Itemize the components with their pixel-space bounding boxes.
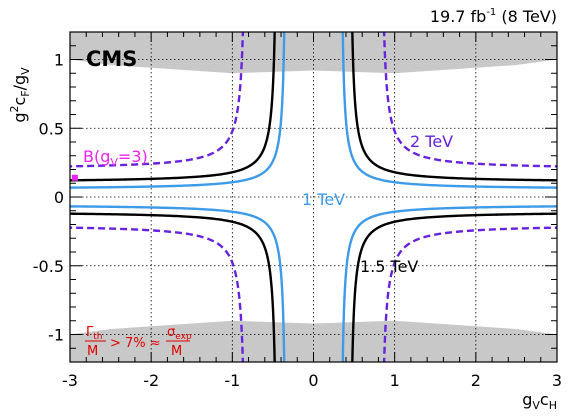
- x-tick-label: -3: [62, 371, 78, 390]
- benchmark-label-end: =3): [118, 147, 148, 166]
- x-tick-label: 2: [471, 371, 481, 390]
- ylabel-slash: /g: [10, 75, 29, 91]
- contour-1-5-tev: [351, 32, 557, 182]
- x-tick-label: 0: [308, 371, 318, 390]
- anno-gamma-sub: th: [93, 332, 102, 342]
- ylabel-g: g: [10, 113, 29, 123]
- anno-relation: > 7% ≈: [110, 336, 161, 351]
- label-2tev: 2 TeV: [410, 132, 453, 151]
- ylabel-sup: 2: [8, 106, 21, 113]
- contour-2-tev: [382, 32, 557, 168]
- y-tick-labels: -1 -0.5 0 0.5 1: [33, 51, 64, 345]
- ylabel-sub2: V: [19, 67, 32, 75]
- ylabel-sub1: F: [19, 90, 32, 96]
- ylabel-c: c: [10, 97, 29, 106]
- benchmark-label-main: B(g: [83, 147, 110, 166]
- benchmark-label-sub: V: [110, 156, 118, 169]
- x-tick-label: 3: [552, 371, 562, 390]
- label-1p5tev: 1.5 TeV: [360, 257, 418, 276]
- xlabel-g: g: [522, 390, 532, 409]
- y-tick-label: -0.5: [33, 257, 64, 276]
- anno-den2: M: [171, 344, 182, 359]
- y-axis-title: g2cF/gV: [8, 67, 32, 123]
- contour-1-5-tev: [70, 212, 276, 362]
- contour-2-tev: [70, 32, 245, 168]
- anno-gamma: Γ: [86, 325, 94, 340]
- xlabel-c: c: [540, 390, 549, 409]
- y-tick-label: -1: [48, 326, 64, 345]
- x-tick-label: 1: [390, 371, 400, 390]
- benchmark-label: B(gV=3): [83, 147, 148, 169]
- anno-sigma: σ: [167, 325, 175, 340]
- contour-1-5-tev: [351, 212, 557, 362]
- lumi-energy: (8 TeV): [496, 7, 557, 26]
- x-tick-label: -2: [143, 371, 159, 390]
- benchmark-marker: [71, 174, 78, 181]
- x-axis-title: gVcH: [522, 390, 557, 412]
- contour-2-tev: [382, 226, 557, 362]
- contour-2-tev: [70, 226, 245, 362]
- anno-den1: M: [87, 344, 98, 359]
- contour-1-tev: [341, 205, 557, 362]
- contour-1-tev: [70, 205, 286, 362]
- xlabel-sub2: H: [549, 399, 557, 412]
- excluded-annotation: Γth M > 7% ≈ σexp M: [85, 325, 192, 359]
- y-tick-label: 1: [54, 51, 64, 70]
- contour-1-tev: [70, 32, 286, 189]
- svg-text:σexp: σexp: [167, 325, 192, 342]
- contour-1-5-tev: [70, 32, 276, 182]
- experiment-label: CMS: [86, 47, 137, 71]
- lumi-value: 19.7 fb: [430, 7, 487, 26]
- grid: [70, 32, 557, 362]
- contours: [70, 32, 557, 362]
- lumi-sup: -1: [486, 7, 496, 18]
- xlabel-sub1: V: [532, 399, 540, 412]
- y-tick-label: 0.5: [39, 119, 64, 138]
- anno-sigma-sub: exp: [175, 332, 192, 342]
- x-tick-label: -1: [224, 371, 240, 390]
- contour-1-tev: [341, 32, 557, 189]
- lumi-label: 19.7 fb-1 (8 TeV): [430, 7, 557, 26]
- x-tick-labels: -3 -2 -1 0 1 2 3: [62, 371, 562, 390]
- svg-text:Γth: Γth: [86, 325, 102, 342]
- axis-ticks: [69, 31, 558, 363]
- label-1tev: 1 TeV: [302, 190, 345, 209]
- y-tick-label: 0: [54, 188, 64, 207]
